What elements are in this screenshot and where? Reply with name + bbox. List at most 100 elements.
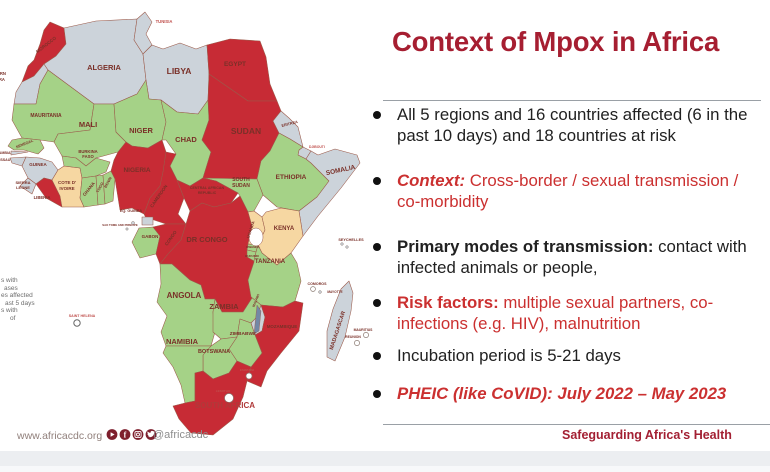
- country-south-africa: [172, 360, 252, 436]
- instagram-icon: [132, 429, 144, 440]
- map-label: SOUTH AFRICA: [195, 401, 255, 410]
- country-equatorial-guinea: [141, 216, 154, 226]
- map-label: SUDAN: [231, 126, 261, 136]
- bullet-text: Incubation period is 5-21 days: [397, 346, 621, 365]
- map-label: NIGERIA: [123, 167, 150, 174]
- map-label: SAO TOME AND PRINCIPE: [102, 223, 138, 227]
- bullet-text: Context: Cross-border / sexual transmiss…: [397, 171, 739, 211]
- map-label: FASO: [82, 154, 94, 159]
- map-label: MAURITIUS: [354, 328, 374, 332]
- map-label: EGYPT: [224, 61, 246, 68]
- map-label: EQ. GUINEA: [120, 209, 143, 213]
- country-benin: [102, 170, 116, 205]
- map-label: WESTERN: [0, 71, 6, 76]
- map-label: SAHARA: [0, 77, 5, 82]
- island-saint-helena: [73, 319, 81, 327]
- map-label: NIGER: [129, 126, 153, 135]
- map-label: MAYOTTE: [327, 290, 342, 294]
- bottom-band: [0, 451, 770, 466]
- country-eswatini: [245, 372, 253, 380]
- page-title: Context of Mpox in Africa: [392, 26, 720, 57]
- map-label: GABON: [142, 234, 159, 239]
- island-seychelles-2: [345, 245, 349, 249]
- map-label: SEYCHELLES: [338, 238, 364, 242]
- island-seychelles-1: [340, 242, 344, 246]
- country-tunisia: [133, 11, 153, 55]
- map-label: DR CONGO: [186, 235, 227, 244]
- island-comoros: [310, 286, 316, 292]
- country-somalia: [298, 148, 361, 237]
- country-senegal: [7, 137, 45, 155]
- map-label: LEONE: [16, 185, 30, 190]
- legend-line: s with: [1, 277, 18, 284]
- map-footer: www.africacdc.org f: [0, 427, 385, 447]
- africa-map-pane: MOROCCOWESTERNSAHARAALGERIATUNISIALIBYAE…: [0, 0, 385, 450]
- bottom-band-light: [0, 466, 770, 472]
- facebook-icon: f: [119, 429, 131, 440]
- map-label: SIERRA: [15, 180, 30, 185]
- country-lesotho: [224, 393, 234, 403]
- map-label: COTE D': [58, 180, 76, 185]
- map-label: ESWATINI: [240, 368, 254, 372]
- island-bioko: [131, 221, 135, 225]
- bullet-text: All 5 regions and 16 countries affected …: [397, 105, 748, 145]
- map-label: GUINEA: [29, 162, 47, 167]
- map-label: SAINT HELENA: [69, 314, 96, 318]
- country-gabon: [131, 226, 161, 259]
- map-label: TUNISIA: [156, 19, 173, 24]
- footer-divider-line: [383, 424, 770, 425]
- map-label: ZAMBIA: [209, 302, 239, 311]
- map-label: BENIN: [104, 176, 113, 189]
- map-label: SOUTH: [232, 177, 250, 183]
- bullet-list: All 5 regions and 16 countries affected …: [371, 104, 763, 404]
- svg-text:f: f: [124, 430, 127, 439]
- bullet-item: Primary modes of transmission: contact w…: [371, 236, 763, 278]
- map-label: ZIMBABWE: [230, 331, 257, 337]
- title-divider-line: [383, 100, 761, 101]
- footer-tagline: Safeguarding Africa's Health: [562, 428, 732, 442]
- map-label: BURKINA: [78, 149, 97, 154]
- social-icons: f: [106, 429, 157, 440]
- map-label: LESOTHO: [216, 389, 231, 393]
- bullet-item: Incubation period is 5-21 days: [371, 345, 763, 366]
- map-label: MALI: [79, 120, 97, 129]
- map-label: MAURITANIA: [30, 113, 62, 119]
- lake-victoria: [248, 227, 264, 247]
- map-label: MOZAMBIQUE: [267, 324, 298, 329]
- country-gambia: [10, 150, 29, 156]
- legend-line: ast 5 days: [5, 299, 35, 307]
- legend-line: ases: [4, 284, 18, 292]
- bullet-text: Primary modes of transmission: contact w…: [397, 237, 747, 277]
- bullet-item: All 5 regions and 16 countries affected …: [371, 104, 763, 146]
- country-burkina-faso: [61, 155, 111, 179]
- island-sao-tome: [125, 227, 129, 231]
- map-label: REUNION: [345, 335, 361, 339]
- map-label: COMOROS: [308, 282, 328, 286]
- map-label: ERITREA: [281, 120, 298, 128]
- map-label: LIBERIA: [34, 195, 51, 200]
- map-label: CHAD: [175, 135, 197, 144]
- map-label: RWANDA: [246, 245, 260, 249]
- map-label: LIBYA: [167, 66, 192, 76]
- island-reunion: [354, 340, 360, 346]
- country-mozambique: [246, 300, 304, 388]
- map-legend-fragments: s with ases es affected ast 5 days s with of: [1, 277, 35, 323]
- map-label: UGANDA: [245, 220, 255, 238]
- island-mayotte: [318, 290, 322, 294]
- social-handle: @africacdc: [153, 429, 209, 441]
- map-label: SENEGAL: [15, 139, 34, 150]
- map-label: ANGOLA: [167, 291, 202, 300]
- map-label: BOTSWANA: [198, 349, 230, 355]
- map-label: IVOIRE: [59, 186, 74, 191]
- bullet-text: PHEIC (like CoVID): July 2022 – May 2023: [397, 384, 727, 403]
- map-label: BURUNDI: [245, 254, 259, 258]
- map-label: NAMIBIA: [166, 337, 199, 346]
- bullet-text: Risk factors: multiple sexual partners, …: [397, 293, 714, 333]
- bullet-item: Context: Cross-border / sexual transmiss…: [371, 170, 763, 212]
- legend-line: es affected: [1, 292, 33, 300]
- country-sierra-leone: [19, 177, 37, 195]
- legend-line: of: [10, 314, 16, 322]
- content-pane: Context of Mpox in Africa All 5 regions …: [371, 0, 770, 450]
- lake-malawi: [253, 304, 262, 335]
